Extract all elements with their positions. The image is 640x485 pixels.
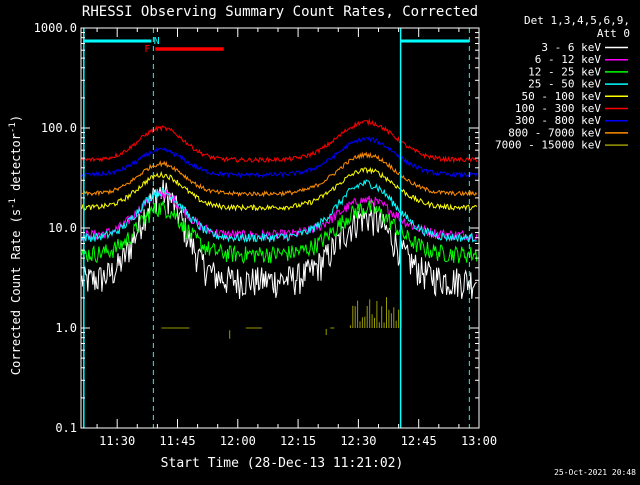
y-tick-label-2: 10.0 (48, 221, 77, 235)
y-axis-label-sup1: -1 (8, 198, 18, 209)
x-tick-label-5: 12:45 (401, 434, 437, 448)
y-axis-label-mid: detector (9, 133, 23, 198)
legend-label-2: 12 - 25 keV (528, 65, 601, 78)
legend-label-1: 6 - 12 keV (535, 53, 602, 66)
flag-n-label: N (154, 36, 160, 47)
series-line-6 (81, 135, 478, 179)
series-line-4 (81, 166, 478, 212)
legend-header-attenuator: Att 0 (597, 27, 630, 40)
x-tick-label-6: 13:00 (461, 434, 497, 448)
y-tick-label-0: 1000.0 (34, 21, 77, 35)
legend-label-0: 3 - 6 keV (541, 41, 601, 54)
y-tick-label-4: 0.1 (55, 421, 77, 435)
series-line-2 (81, 199, 478, 265)
legend-label-3: 25 - 50 keV (528, 78, 601, 91)
y-axis-label-end: ) (9, 115, 23, 122)
legend-label-7: 800 - 7000 keV (508, 126, 601, 139)
y-axis-label-main: Corrected Count Rate (s (9, 209, 23, 375)
legend-label-6: 300 - 800 keV (515, 114, 601, 127)
y-tick-label-1: 100.0 (41, 121, 77, 135)
x-axis-label: Start Time (28-Dec-13 11:21:02) (161, 456, 404, 471)
y-tick-label-3: 1.0 (55, 321, 77, 335)
legend-header-detectors: Det 1,3,4,5,6,9, (524, 14, 630, 27)
x-tick-label-4: 12:30 (340, 434, 376, 448)
plot-layer: FN (81, 28, 478, 428)
chart-title: RHESSI Observing Summary Count Rates, Co… (82, 4, 478, 20)
x-tick-label-1: 11:45 (159, 434, 195, 448)
legend-label-4: 50 - 100 keV (522, 90, 602, 103)
x-tick-label-0: 11:30 (99, 434, 135, 448)
series-line-0 (81, 179, 477, 300)
series-line-5 (81, 118, 478, 164)
series-line-7 (81, 151, 478, 198)
y-axis-label: Corrected Count Rate (s-1 detector-1) (8, 115, 23, 375)
flag-f-label: F (144, 44, 150, 55)
legend-label-5: 100 - 300 keV (515, 102, 601, 115)
x-tick-label-3: 12:15 (280, 434, 316, 448)
series-line-8 (161, 297, 402, 339)
axes-layer: 1000.0 100.0 10.0 1.0 0.1 11:30 11:45 12:00 12:1… (34, 21, 497, 448)
y-axis-label-sup2: -1 (8, 122, 18, 133)
legend-label-8: 7000 - 15000 keV (495, 139, 601, 152)
series-line-3 (81, 179, 477, 243)
x-tick-label-2: 12:00 (220, 434, 256, 448)
footer-timestamp: 25-Oct-2021 20:48 (554, 468, 636, 477)
